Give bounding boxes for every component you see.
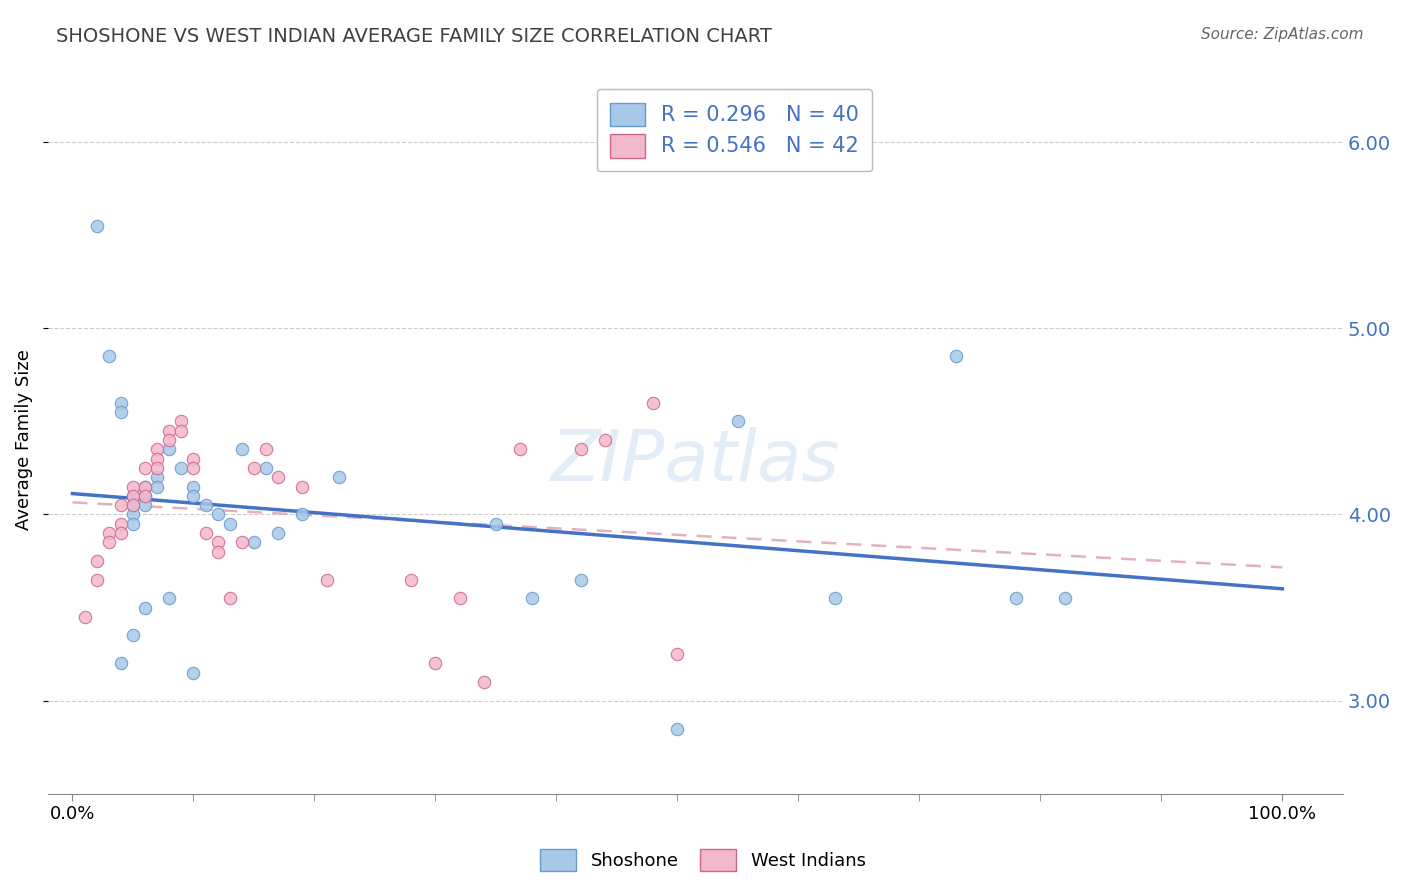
Point <box>666 722 689 736</box>
Point <box>449 591 471 606</box>
Point <box>183 451 205 466</box>
Point <box>291 479 314 493</box>
Point <box>110 657 132 671</box>
Point <box>134 600 156 615</box>
Point <box>267 470 290 484</box>
Point <box>243 461 266 475</box>
Point <box>727 414 749 428</box>
Point <box>170 414 193 428</box>
Point <box>157 424 180 438</box>
Point <box>399 573 422 587</box>
Point <box>146 451 169 466</box>
Text: Source: ZipAtlas.com: Source: ZipAtlas.com <box>1201 27 1364 42</box>
Point <box>146 442 169 457</box>
Point <box>254 442 277 457</box>
Text: ZIPatlas: ZIPatlas <box>551 426 839 496</box>
Point <box>122 489 145 503</box>
Point <box>110 498 132 512</box>
Point <box>170 461 193 475</box>
Text: SHOSHONE VS WEST INDIAN AVERAGE FAMILY SIZE CORRELATION CHART: SHOSHONE VS WEST INDIAN AVERAGE FAMILY S… <box>56 27 772 45</box>
Point <box>122 508 145 522</box>
Point <box>1005 591 1028 606</box>
Point <box>254 461 277 475</box>
Point <box>170 424 193 438</box>
Point <box>315 573 337 587</box>
Y-axis label: Average Family Size: Average Family Size <box>15 350 32 531</box>
Point <box>122 498 145 512</box>
Point <box>157 442 180 457</box>
Point <box>146 461 169 475</box>
Point <box>183 479 205 493</box>
Point <box>218 591 240 606</box>
Point <box>472 675 495 690</box>
Point <box>194 526 217 541</box>
Point <box>945 349 967 363</box>
Point <box>86 554 108 568</box>
Point <box>134 461 156 475</box>
Legend: Shoshone, West Indians: Shoshone, West Indians <box>533 842 873 879</box>
Point <box>231 442 253 457</box>
Point <box>122 479 145 493</box>
Point <box>183 461 205 475</box>
Point <box>157 433 180 447</box>
Point <box>73 610 96 624</box>
Point <box>134 498 156 512</box>
Point <box>425 657 447 671</box>
Point <box>97 535 120 549</box>
Point <box>134 479 156 493</box>
Point <box>86 573 108 587</box>
Point <box>207 544 229 558</box>
Point <box>157 591 180 606</box>
Point <box>593 433 616 447</box>
Point <box>666 647 689 661</box>
Point <box>183 665 205 680</box>
Point <box>231 535 253 549</box>
Point <box>824 591 846 606</box>
Point <box>569 442 592 457</box>
Point <box>110 396 132 410</box>
Point <box>134 489 156 503</box>
Point <box>146 479 169 493</box>
Point <box>509 442 531 457</box>
Point <box>218 516 240 531</box>
Point <box>134 479 156 493</box>
Point <box>643 396 665 410</box>
Point <box>110 526 132 541</box>
Point <box>207 535 229 549</box>
Point <box>207 508 229 522</box>
Point <box>122 516 145 531</box>
Point <box>110 405 132 419</box>
Point <box>110 516 132 531</box>
Point <box>146 470 169 484</box>
Point <box>328 470 350 484</box>
Point <box>97 526 120 541</box>
Point <box>194 498 217 512</box>
Point <box>243 535 266 549</box>
Legend: R = 0.296   N = 40, R = 0.546   N = 42: R = 0.296 N = 40, R = 0.546 N = 42 <box>596 89 872 171</box>
Point <box>97 349 120 363</box>
Point <box>291 508 314 522</box>
Point <box>86 219 108 233</box>
Point <box>122 489 145 503</box>
Point <box>122 628 145 642</box>
Point <box>183 489 205 503</box>
Point <box>522 591 544 606</box>
Point <box>267 526 290 541</box>
Point <box>485 516 508 531</box>
Point <box>122 498 145 512</box>
Point <box>134 489 156 503</box>
Point <box>569 573 592 587</box>
Point <box>1053 591 1076 606</box>
